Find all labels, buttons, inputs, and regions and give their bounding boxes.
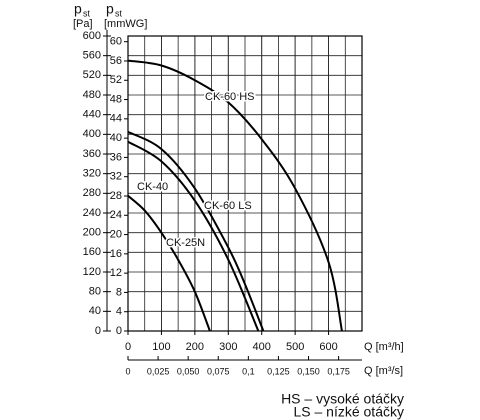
curve-label: CK-60 LS [204,200,252,212]
y2-tick-label: 0 [116,325,122,337]
y-tick-label: 320 [83,168,101,180]
curve [127,140,260,332]
curve-label: CK-25N [166,237,205,249]
x-label: Q [m³/h] [364,341,404,353]
y2-tick-label: 8 [116,286,122,298]
y2-label-unit: [mmWG] [104,18,147,30]
y-tick-label: 360 [83,148,101,160]
y2-tick-label: 60 [110,36,122,48]
plot-frame [127,35,363,332]
y-tick-label: 440 [83,109,101,121]
y2-tick-label: 12 [110,267,122,279]
x-tick-label: 400 [253,341,271,353]
note: HS – vysoké otáčky [281,391,404,407]
curve [127,195,211,332]
curve [127,130,265,332]
x-tick-label: 200 [186,341,204,353]
y-tick-label: 240 [83,207,101,219]
y-tick-label: 480 [83,89,101,101]
x2-tick-label: 0,075 [207,366,230,376]
y-tick-label: 520 [83,69,101,81]
note: LS – nízké otáčky [293,404,404,420]
curve-label: CK-60 HS [205,91,255,103]
y2-tick-label: 48 [110,93,122,105]
y2-tick-label: 4 [116,306,122,318]
y-tick-label: 40 [89,305,101,317]
y2-tick-label: 32 [110,171,122,183]
y-tick-label: 560 [83,50,101,62]
y2-tick-label: 16 [110,248,122,260]
y-tick-label: 400 [83,128,101,140]
y2-label-subscript: st [115,8,123,18]
x2-tick-label: 0,025 [147,366,170,376]
y-label-unit: [Pa] [73,18,93,30]
x-tick-label: 500 [286,341,304,353]
y2-label-symbol: p [106,1,114,17]
y-tick-label: 120 [83,266,101,278]
y-label-subscript: st [83,8,91,18]
curve-label: CK-40 [137,181,168,193]
x2-tick-label: 0,175 [327,366,350,376]
curve [127,59,343,332]
y2-tick-label: 36 [110,151,122,163]
x-tick-label: 600 [319,341,337,353]
x2-tick-label: 0,1 [242,366,255,376]
x2-tick-label: 0 [125,366,130,376]
x-tick-label: 300 [219,341,237,353]
y-tick-label: 0 [95,325,101,337]
y-tick-label: 200 [83,227,101,239]
x2-tick-label: 0,050 [177,366,200,376]
y-tick-label: 160 [83,246,101,258]
x2-label: Q [m³/s] [364,365,403,377]
y2-tick-label: 24 [110,209,122,221]
y2-tick-label: 40 [110,132,122,144]
x-tick-label: 100 [152,341,170,353]
x2-tick-label: 0,150 [297,366,320,376]
y2-tick-label: 20 [110,228,122,240]
y2-tick-label: 28 [110,190,122,202]
y-tick-label: 600 [83,30,101,42]
y2-tick-label: 56 [110,55,122,67]
y-label-symbol: p [74,1,82,17]
y2-tick-label: 44 [110,113,122,125]
y2-tick-label: 52 [110,74,122,86]
x2-tick-label: 0,125 [267,366,290,376]
y-tick-label: 80 [89,286,101,298]
y-tick-label: 280 [83,187,101,199]
x-tick-label: 0 [125,341,131,353]
